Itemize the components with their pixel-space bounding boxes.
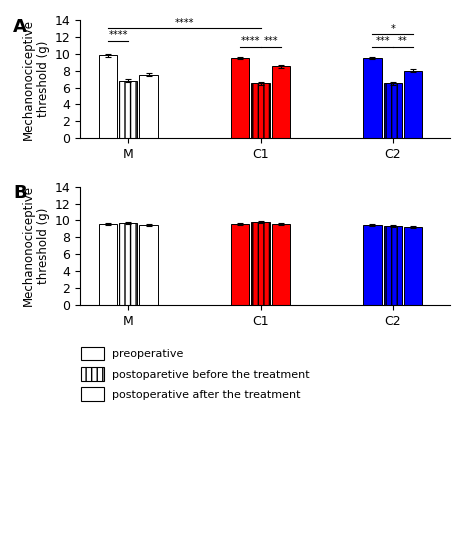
Bar (404, 70, 422, 138)
Bar (272, 67, 290, 138)
Text: ****: **** (241, 36, 260, 46)
Bar (99, 224, 117, 305)
Text: B: B (13, 184, 27, 202)
Bar (272, 224, 290, 305)
Bar (404, 227, 422, 305)
Y-axis label: Mechanonociceptive
threshold (g): Mechanonociceptive threshold (g) (22, 185, 50, 306)
Text: **: ** (398, 36, 408, 46)
Text: ***: *** (375, 36, 390, 46)
Bar (384, 83, 402, 138)
Bar (363, 58, 382, 138)
Bar (252, 222, 270, 305)
Y-axis label: Mechanonociceptive
threshold (g): Mechanonociceptive threshold (g) (22, 19, 50, 140)
Text: A: A (13, 18, 27, 36)
Legend: preoperative, postoparetive before the treatment, postoperative after the treatm: preoperative, postoparetive before the t… (78, 344, 313, 404)
Bar (99, 56, 117, 138)
Bar (119, 223, 138, 305)
Text: ****: **** (108, 30, 128, 40)
Bar (231, 58, 249, 138)
Bar (252, 83, 270, 138)
Bar (140, 75, 158, 138)
Bar (384, 226, 402, 305)
Bar (363, 225, 382, 305)
Bar (231, 224, 249, 305)
Text: *: * (390, 24, 395, 34)
Text: ****: **** (174, 18, 194, 28)
Bar (119, 81, 138, 138)
Bar (140, 225, 158, 305)
Text: ***: *** (263, 36, 278, 46)
